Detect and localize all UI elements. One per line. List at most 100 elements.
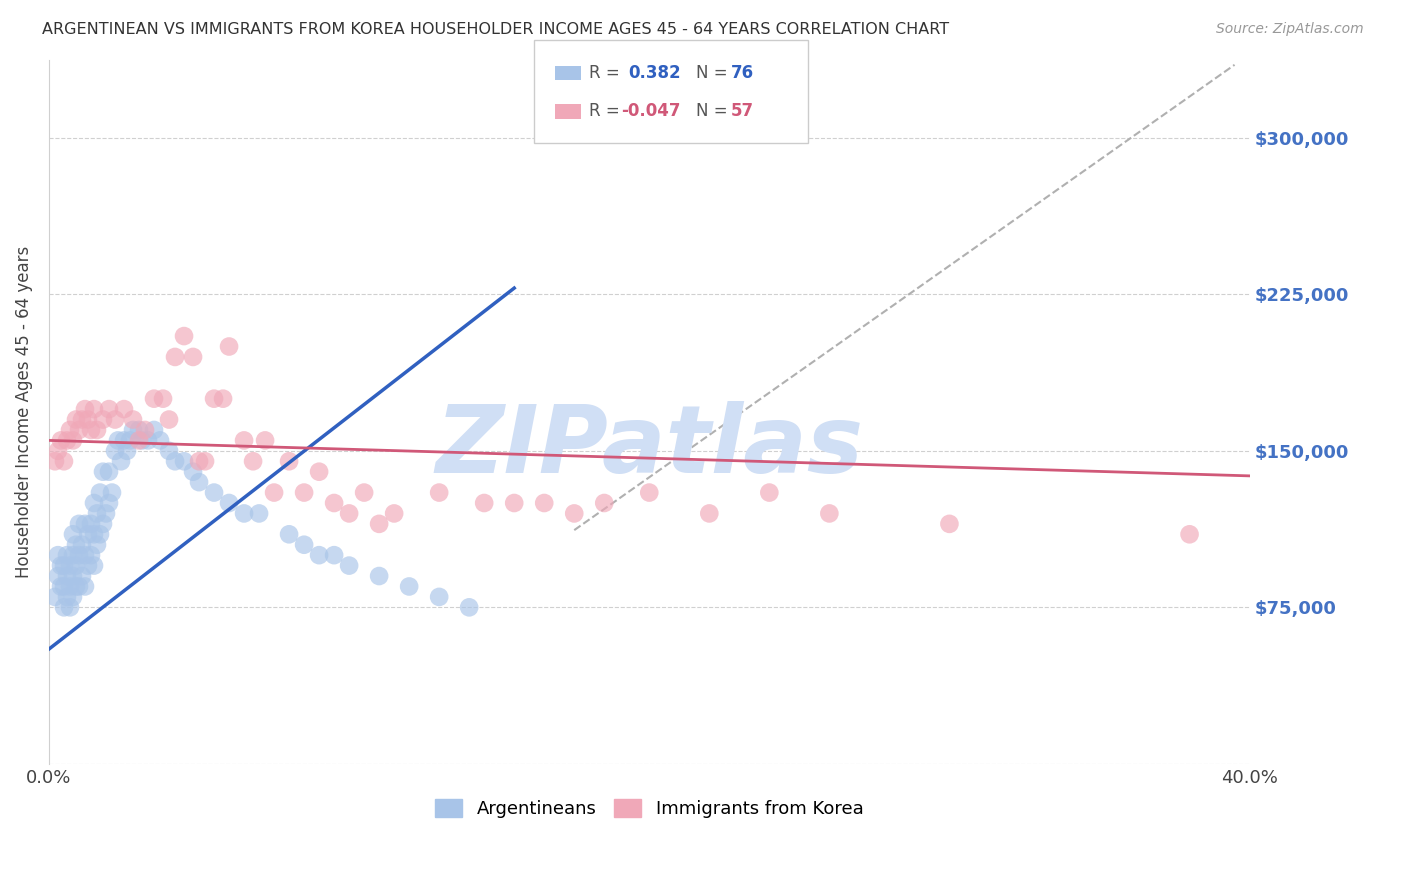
Point	[77, 527, 100, 541]
Point	[67, 516, 90, 531]
Point	[292, 538, 315, 552]
Point	[323, 548, 346, 562]
Point	[59, 600, 82, 615]
Point	[458, 600, 481, 615]
Text: 0.382: 0.382	[628, 64, 681, 82]
Point	[368, 516, 391, 531]
Point	[115, 443, 138, 458]
Point	[163, 454, 186, 468]
Point	[46, 548, 69, 562]
Point	[80, 423, 103, 437]
Point	[98, 465, 121, 479]
Point	[46, 443, 69, 458]
Point	[56, 569, 79, 583]
Point	[188, 454, 211, 468]
Point	[91, 516, 114, 531]
Point	[157, 412, 180, 426]
Point	[308, 548, 330, 562]
Point	[472, 496, 495, 510]
Point	[104, 443, 127, 458]
Point	[53, 454, 76, 468]
Point	[112, 402, 135, 417]
Point	[263, 485, 285, 500]
Point	[98, 496, 121, 510]
Point	[503, 496, 526, 510]
Point	[233, 507, 256, 521]
Point	[65, 412, 87, 426]
Point	[49, 558, 72, 573]
Point	[56, 434, 79, 448]
Point	[1178, 527, 1201, 541]
Point	[83, 527, 105, 541]
Point	[49, 434, 72, 448]
Point	[94, 507, 117, 521]
Point	[77, 412, 100, 426]
Point	[118, 434, 141, 448]
Point	[128, 423, 150, 437]
Point	[638, 485, 661, 500]
Text: -0.047: -0.047	[621, 103, 681, 120]
Point	[149, 434, 172, 448]
Point	[70, 569, 93, 583]
Point	[122, 412, 145, 426]
Text: Source: ZipAtlas.com: Source: ZipAtlas.com	[1216, 22, 1364, 37]
Point	[218, 496, 240, 510]
Point	[83, 558, 105, 573]
Point	[77, 558, 100, 573]
Point	[337, 558, 360, 573]
Point	[91, 465, 114, 479]
Point	[562, 507, 585, 521]
Point	[83, 402, 105, 417]
Point	[143, 423, 166, 437]
Point	[44, 454, 66, 468]
Point	[67, 548, 90, 562]
Text: 76: 76	[731, 64, 754, 82]
Point	[101, 485, 124, 500]
Point	[152, 392, 174, 406]
Point	[202, 485, 225, 500]
Point	[80, 548, 103, 562]
Point	[292, 485, 315, 500]
Point	[278, 527, 301, 541]
Point	[368, 569, 391, 583]
Point	[233, 434, 256, 448]
Point	[98, 402, 121, 417]
Point	[278, 454, 301, 468]
Point	[173, 454, 195, 468]
Point	[62, 434, 84, 448]
Point	[163, 350, 186, 364]
Point	[697, 507, 720, 521]
Point	[62, 569, 84, 583]
Point	[86, 538, 108, 552]
Point	[188, 475, 211, 490]
Point	[44, 590, 66, 604]
Y-axis label: Householder Income Ages 45 - 64 years: Householder Income Ages 45 - 64 years	[15, 245, 32, 578]
Point	[83, 496, 105, 510]
Point	[65, 579, 87, 593]
Point	[194, 454, 217, 468]
Point	[56, 548, 79, 562]
Point	[67, 579, 90, 593]
Point	[122, 423, 145, 437]
Point	[593, 496, 616, 510]
Point	[218, 339, 240, 353]
Point	[323, 496, 346, 510]
Point	[128, 434, 150, 448]
Text: N =: N =	[696, 103, 727, 120]
Text: ZIPatlas: ZIPatlas	[436, 401, 863, 493]
Point	[65, 558, 87, 573]
Point	[136, 434, 159, 448]
Point	[56, 590, 79, 604]
Point	[53, 579, 76, 593]
Text: R =: R =	[589, 64, 620, 82]
Point	[59, 558, 82, 573]
Point	[382, 507, 405, 521]
Point	[65, 538, 87, 552]
Point	[46, 569, 69, 583]
Point	[73, 402, 96, 417]
Legend: Argentineans, Immigrants from Korea: Argentineans, Immigrants from Korea	[427, 791, 870, 825]
Text: ARGENTINEAN VS IMMIGRANTS FROM KOREA HOUSEHOLDER INCOME AGES 45 - 64 YEARS CORRE: ARGENTINEAN VS IMMIGRANTS FROM KOREA HOU…	[42, 22, 949, 37]
Point	[59, 579, 82, 593]
Point	[73, 548, 96, 562]
Point	[53, 600, 76, 615]
